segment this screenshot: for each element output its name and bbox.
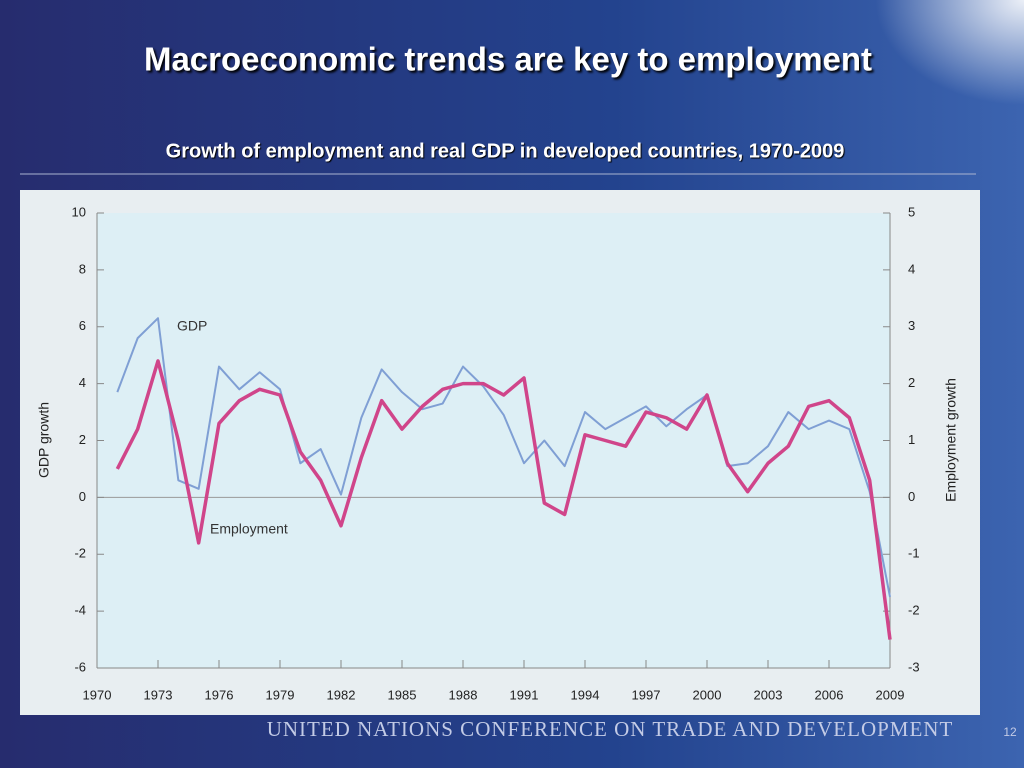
- y2-tick-label: 0: [908, 489, 915, 504]
- footer: UNITED NATIONS CONFERENCE ON TRADE AND D…: [267, 717, 954, 741]
- y2-tick-label: 4: [908, 261, 915, 276]
- x-tick-label: 1976: [205, 687, 234, 702]
- y2-tick-label: 2: [908, 375, 915, 390]
- series-label: Employment: [210, 521, 288, 537]
- x-tick-label: 1988: [449, 687, 478, 702]
- y2-tick-label: 5: [908, 204, 915, 219]
- y-tick-label: 2: [79, 432, 86, 447]
- plot-area: [97, 213, 890, 668]
- y-axis-label: GDP growth: [36, 402, 52, 478]
- y2-tick-label: -2: [908, 603, 920, 618]
- x-tick-label: 1985: [388, 687, 417, 702]
- y-tick-label: -6: [74, 659, 86, 674]
- x-tick-label: 1982: [327, 687, 356, 702]
- y-tick-label: 10: [72, 204, 86, 219]
- y-tick-label: 4: [79, 375, 86, 390]
- x-tick-label: 1973: [144, 687, 173, 702]
- page-number: 12: [1003, 725, 1017, 739]
- x-tick-label: 1991: [510, 687, 539, 702]
- y2-tick-label: -3: [908, 659, 920, 674]
- x-tick-label: 1994: [571, 687, 600, 702]
- chart-title: Growth of employment and real GDP in dev…: [166, 140, 845, 162]
- series-line: [116, 317, 891, 598]
- y-tick-label: 8: [79, 261, 86, 276]
- x-tick-label: 2000: [693, 687, 722, 702]
- x-tick-label: 1997: [632, 687, 661, 702]
- y-tick-label: 6: [79, 318, 86, 333]
- x-tick-label: 2003: [754, 687, 783, 702]
- y-tick-label: -4: [74, 603, 86, 618]
- y2-axis-label: Employment growth: [943, 378, 959, 502]
- x-tick-label: 1970: [83, 687, 112, 702]
- y2-tick-label: 3: [908, 318, 915, 333]
- y-tick-label: -2: [74, 546, 86, 561]
- y2-tick-label: -1: [908, 546, 920, 561]
- x-tick-label: 1979: [266, 687, 295, 702]
- x-tick-label: 2006: [815, 687, 844, 702]
- y2-tick-label: 1: [908, 432, 915, 447]
- x-tick-label: 2009: [876, 687, 905, 702]
- series-line: [115, 359, 892, 640]
- y-tick-label: 0: [79, 489, 86, 504]
- slide-title: Macroeconomic trends are key to employme…: [144, 41, 872, 78]
- series-label: GDP: [177, 318, 207, 334]
